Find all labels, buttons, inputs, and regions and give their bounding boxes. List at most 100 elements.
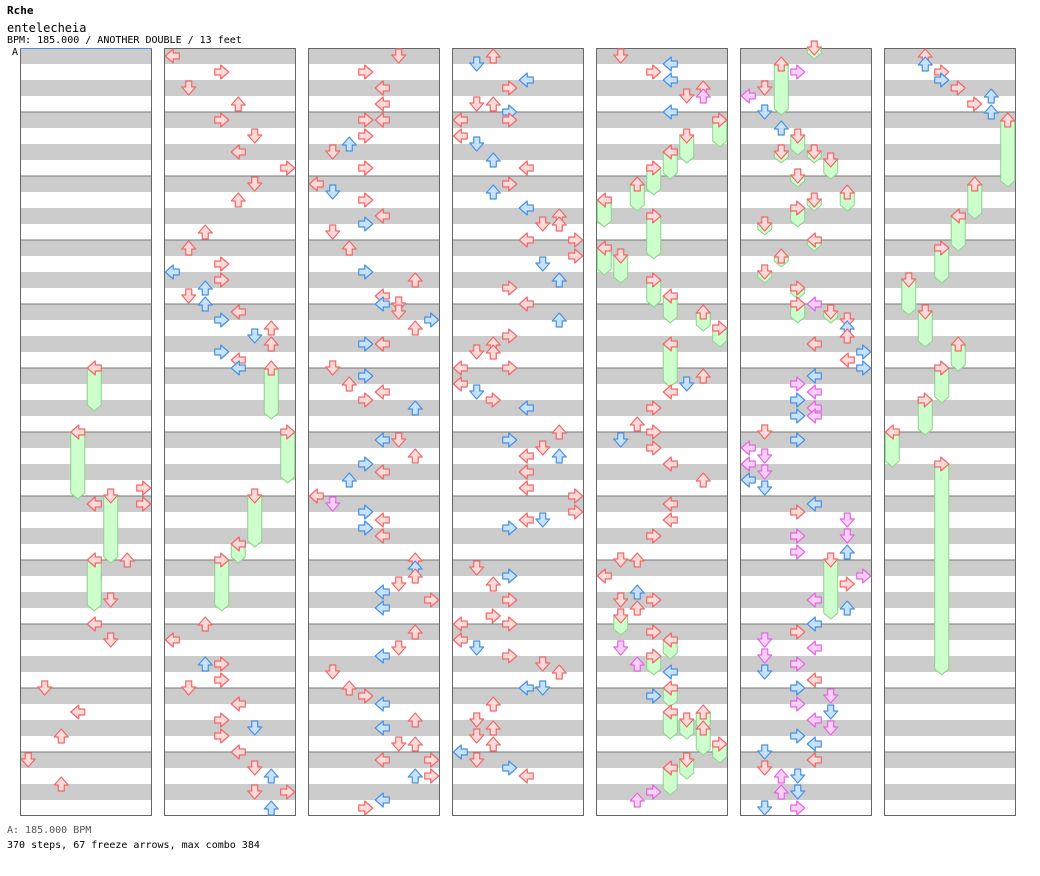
beat-stripe: [164, 416, 296, 432]
beat-stripe: [308, 800, 440, 816]
arrow-down-icon: [247, 128, 263, 144]
beat-stripe: [884, 480, 1016, 496]
arrow-left-icon: [596, 240, 612, 256]
beat-stripe: [452, 784, 584, 800]
beat-stripe: [20, 576, 152, 592]
beat-stripe: [740, 448, 872, 464]
beat-stripe: [596, 208, 728, 224]
arrow-down-icon: [325, 224, 341, 240]
beat-stripe: [884, 64, 1016, 80]
freeze-hold: [247, 495, 263, 548]
arrow-right-icon: [790, 800, 806, 816]
beat-stripe: [452, 736, 584, 752]
arrow-down-icon: [613, 48, 629, 64]
arrow-up-icon: [341, 136, 357, 152]
beat-stripe: [308, 192, 440, 208]
beat-stripe: [740, 656, 872, 672]
beat-stripe: [20, 656, 152, 672]
beat-stripe: [740, 544, 872, 560]
beat-stripe: [884, 320, 1016, 336]
beat-stripe: [164, 64, 296, 80]
arrow-left-icon: [308, 488, 324, 504]
arrow-right-icon: [502, 112, 518, 128]
arrow-down-icon: [757, 424, 773, 440]
arrow-right-icon: [502, 80, 518, 96]
arrow-down-icon: [37, 680, 53, 696]
arrow-right-icon: [856, 568, 872, 584]
arrow-up-icon: [197, 656, 213, 672]
beat-stripe: [596, 512, 728, 528]
beat-stripe: [20, 496, 152, 512]
beat-stripe: [452, 368, 584, 384]
beat-stripe: [20, 800, 152, 816]
arrow-down-icon: [535, 216, 551, 232]
arrow-down-icon: [469, 136, 485, 152]
beat-stripe: [20, 112, 152, 128]
arrow-down-icon: [757, 80, 773, 96]
beat-stripe: [596, 176, 728, 192]
arrow-down-icon: [391, 432, 407, 448]
arrow-left-icon: [662, 384, 678, 400]
arrow-up-icon: [839, 328, 855, 344]
arrow-left-icon: [70, 424, 86, 440]
beat-stripe: [164, 544, 296, 560]
beat-stripe: [308, 384, 440, 400]
arrow-down-icon: [757, 480, 773, 496]
beat-stripe: [884, 560, 1016, 576]
arrow-right-icon: [856, 360, 872, 376]
arrow-left-icon: [806, 496, 822, 512]
arrow-left-icon: [662, 512, 678, 528]
arrow-up-icon: [695, 304, 711, 320]
arrow-right-icon: [358, 800, 374, 816]
arrow-down-icon: [901, 272, 917, 288]
arrow-left-icon: [230, 744, 246, 760]
arrow-down-icon: [790, 168, 806, 184]
arrow-down-icon: [181, 288, 197, 304]
arrow-left-icon: [230, 304, 246, 320]
arrow-left-icon: [806, 752, 822, 768]
arrow-up-icon: [629, 656, 645, 672]
beat-stripe: [452, 464, 584, 480]
beat-stripe: [308, 560, 440, 576]
arrow-right-icon: [790, 376, 806, 392]
beat-stripe: [452, 256, 584, 272]
beat-stripe: [164, 288, 296, 304]
beat-stripe: [452, 640, 584, 656]
beat-stripe: [740, 304, 872, 320]
beat-stripe: [452, 528, 584, 544]
beat-stripe: [20, 224, 152, 240]
beat-stripe: [596, 736, 728, 752]
arrow-right-icon: [502, 280, 518, 296]
beat-stripe: [884, 352, 1016, 368]
arrow-right-icon: [646, 624, 662, 640]
arrow-up-icon: [551, 312, 567, 328]
arrow-up-icon: [197, 224, 213, 240]
beat-stripe: [884, 720, 1016, 736]
beat-stripe: [20, 480, 152, 496]
beat-stripe: [308, 752, 440, 768]
arrow-up-icon: [551, 216, 567, 232]
beat-stripe: [884, 176, 1016, 192]
arrow-down-icon: [790, 768, 806, 784]
beat-stripe: [164, 208, 296, 224]
beat-stripe: [884, 192, 1016, 208]
arrow-right-icon: [502, 592, 518, 608]
beat-stripe: [884, 592, 1016, 608]
beat-stripe: [452, 288, 584, 304]
arrow-left-icon: [806, 368, 822, 384]
beat-stripe: [164, 736, 296, 752]
beat-stripe: [884, 112, 1016, 128]
arrow-down-icon: [469, 728, 485, 744]
beat-stripe: [452, 352, 584, 368]
arrow-up-icon: [230, 96, 246, 112]
beat-stripe: [884, 624, 1016, 640]
arrow-up-icon: [950, 336, 966, 352]
arrow-left-icon: [452, 128, 468, 144]
arrow-down-icon: [247, 328, 263, 344]
beat-stripe: [740, 432, 872, 448]
arrow-left-icon: [308, 176, 324, 192]
arrow-right-icon: [214, 656, 230, 672]
arrow-up-icon: [407, 736, 423, 752]
beat-stripe: [164, 48, 296, 64]
arrow-left-icon: [662, 680, 678, 696]
